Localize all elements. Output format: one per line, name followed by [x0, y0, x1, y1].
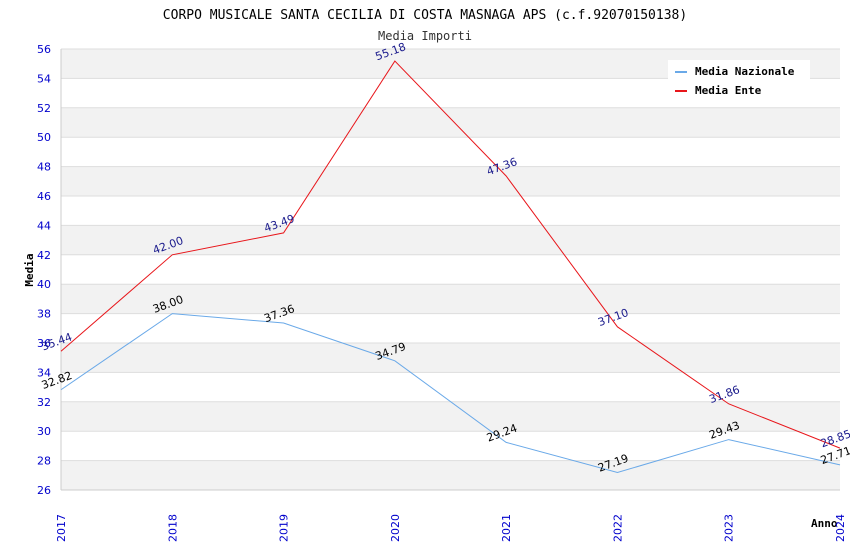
- grid-band: [61, 107, 840, 138]
- grid-band: [61, 343, 840, 373]
- grid-band: [61, 225, 840, 255]
- y-tick-labels: 26 28 30 32 34 36 38 40 42 44 46 48 50 52 54 56: [37, 43, 51, 497]
- y-tick-label: 46: [37, 190, 51, 203]
- y-tick-label: 38: [37, 308, 51, 321]
- x-tick-label: 2019: [278, 514, 291, 542]
- grid-band: [61, 166, 840, 196]
- y-tick-label: 26: [37, 484, 51, 497]
- x-tick-label: 2018: [166, 514, 179, 542]
- grid-band: [61, 284, 840, 314]
- y-tick-label: 56: [37, 43, 51, 56]
- x-tick-label: 2020: [389, 514, 402, 542]
- x-tick-label: 2022: [611, 514, 624, 542]
- legend: Media Nazionale Media Ente: [668, 60, 810, 102]
- y-tick-label: 32: [37, 396, 51, 409]
- y-tick-label: 36: [37, 337, 51, 350]
- x-tick-label: 2024: [834, 514, 847, 542]
- y-axis-label: Media: [23, 253, 36, 286]
- series-line: [60, 313, 841, 474]
- legend-box: [668, 60, 810, 102]
- y-tick-label: 48: [37, 161, 51, 174]
- grid-bands: [61, 49, 840, 490]
- grid-band: [61, 460, 840, 490]
- legend-label-ente: Media Ente: [695, 84, 762, 97]
- y-tick-label: 52: [37, 102, 51, 115]
- chart-subtitle: Media Importi: [378, 29, 472, 43]
- x-tick-label: 2017: [55, 514, 68, 542]
- y-tick-label: 42: [37, 249, 51, 262]
- y-tick-label: 40: [37, 278, 51, 291]
- y-tick-label: 30: [37, 425, 51, 438]
- x-tick-label: 2021: [500, 514, 513, 542]
- grid-band: [61, 401, 840, 432]
- x-axis-label: Anno: [811, 517, 838, 530]
- x-tick-label: 2023: [723, 514, 736, 542]
- series-lines: [60, 60, 841, 474]
- chart-title: CORPO MUSICALE SANTA CECILIA DI COSTA MA…: [163, 8, 687, 23]
- y-tick-label: 44: [37, 219, 51, 232]
- y-tick-label: 54: [37, 72, 51, 85]
- legend-label-nazionale: Media Nazionale: [695, 65, 795, 78]
- series-line: [60, 60, 841, 449]
- y-tick-label: 28: [37, 455, 51, 468]
- x-tick-labels: 2017 2018 2019 2020 2021 2022 2023 2024: [55, 514, 847, 542]
- y-tick-label: 34: [37, 366, 51, 379]
- y-tick-label: 50: [37, 131, 51, 144]
